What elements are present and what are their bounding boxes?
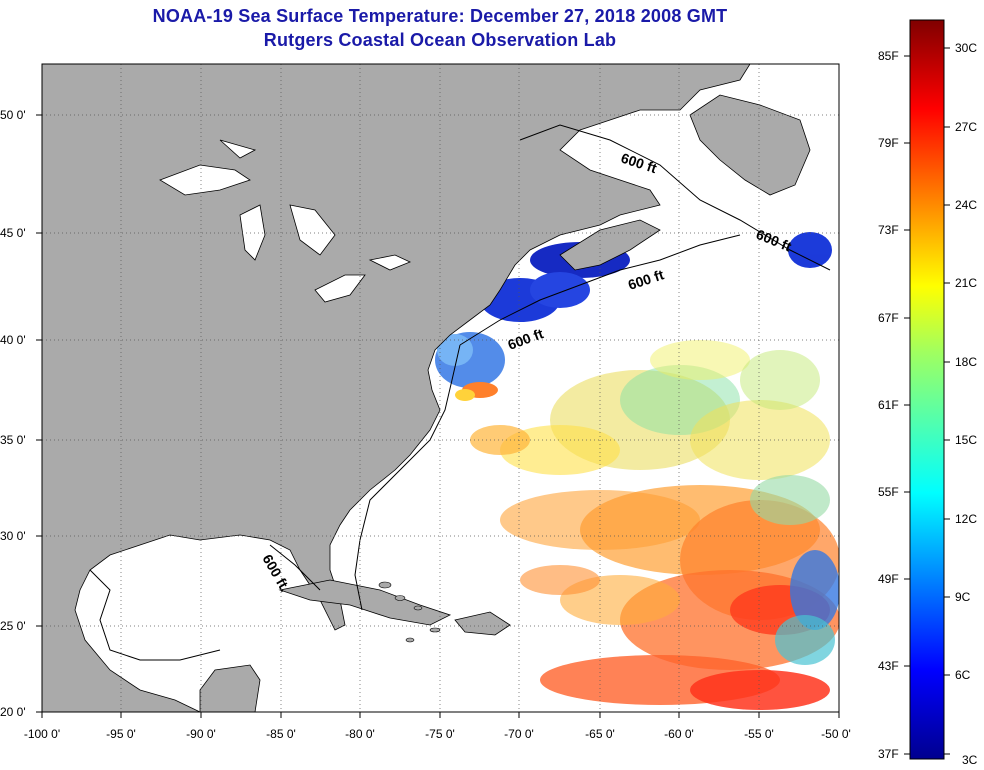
lon-label: -75 0' (425, 727, 455, 741)
lon-label: -55 0' (744, 727, 774, 741)
colorbar-f-label: 55F (878, 485, 899, 499)
lat-label: 25 0' (0, 619, 26, 633)
colorbar-c-label: 18C (955, 355, 977, 369)
colorbar-f-label: 67F (878, 311, 899, 325)
lon-label: -60 0' (664, 727, 694, 741)
colorbar-f-label: 49F (878, 572, 899, 586)
lat-label: 45 0' (0, 226, 26, 240)
colorbar-f-label: 79F (878, 136, 899, 150)
colorbar-c-label: 3C (962, 753, 978, 767)
lon-label: -70 0' (504, 727, 534, 741)
colorbar-c-label: 15C (955, 433, 977, 447)
sst-data (435, 232, 839, 710)
lon-label: -80 0' (345, 727, 375, 741)
ticks (36, 114, 840, 718)
lat-label: 50 0' (0, 108, 26, 122)
colorbar-f-label: 61F (878, 398, 899, 412)
colorbar-f-label: 73F (878, 223, 899, 237)
lon-label: -65 0' (585, 727, 615, 741)
lon-label: -100 0' (24, 727, 60, 741)
lat-label: 20 0' (0, 705, 26, 719)
map-subtitle: Rutgers Coastal Ocean Observation Lab (263, 30, 617, 50)
bathymetry-contour (89, 124, 831, 661)
map-area: 600 ft 600 ft 600 ft 600 ft 600 ft. (42, 64, 839, 712)
lon-label: -50 0' (821, 727, 851, 741)
land (42, 64, 811, 712)
map-title: NOAA-19 Sea Surface Temperature: Decembe… (152, 6, 728, 26)
colorbar-c-label: 6C (955, 668, 971, 682)
bahamas (378, 581, 441, 643)
lat-label: 35 0' (0, 433, 26, 447)
lat-label: 40 0' (0, 333, 26, 347)
lon-label: -85 0' (266, 727, 296, 741)
colorbar-c-label: 27C (955, 120, 977, 134)
colorbar-f-label: 37F (878, 747, 899, 761)
colorbar-c-label: 30C (955, 41, 977, 55)
colorbar-c-label: 9C (955, 590, 971, 604)
colorbar-f-label: 85F (878, 49, 899, 63)
lon-label: -90 0' (186, 727, 216, 741)
colorbar (909, 19, 945, 760)
colorbar-ticks (904, 47, 950, 755)
colorbar-c-label: 21C (955, 276, 977, 290)
colorbar-f-label: 43F (878, 659, 899, 673)
great-lakes (159, 139, 412, 303)
colorbar-c-label: 12C (955, 512, 977, 526)
grid (42, 64, 839, 712)
colorbar-c-label: 24C (955, 198, 977, 212)
lon-label: -95 0' (106, 727, 136, 741)
lat-label: 30 0' (0, 529, 26, 543)
